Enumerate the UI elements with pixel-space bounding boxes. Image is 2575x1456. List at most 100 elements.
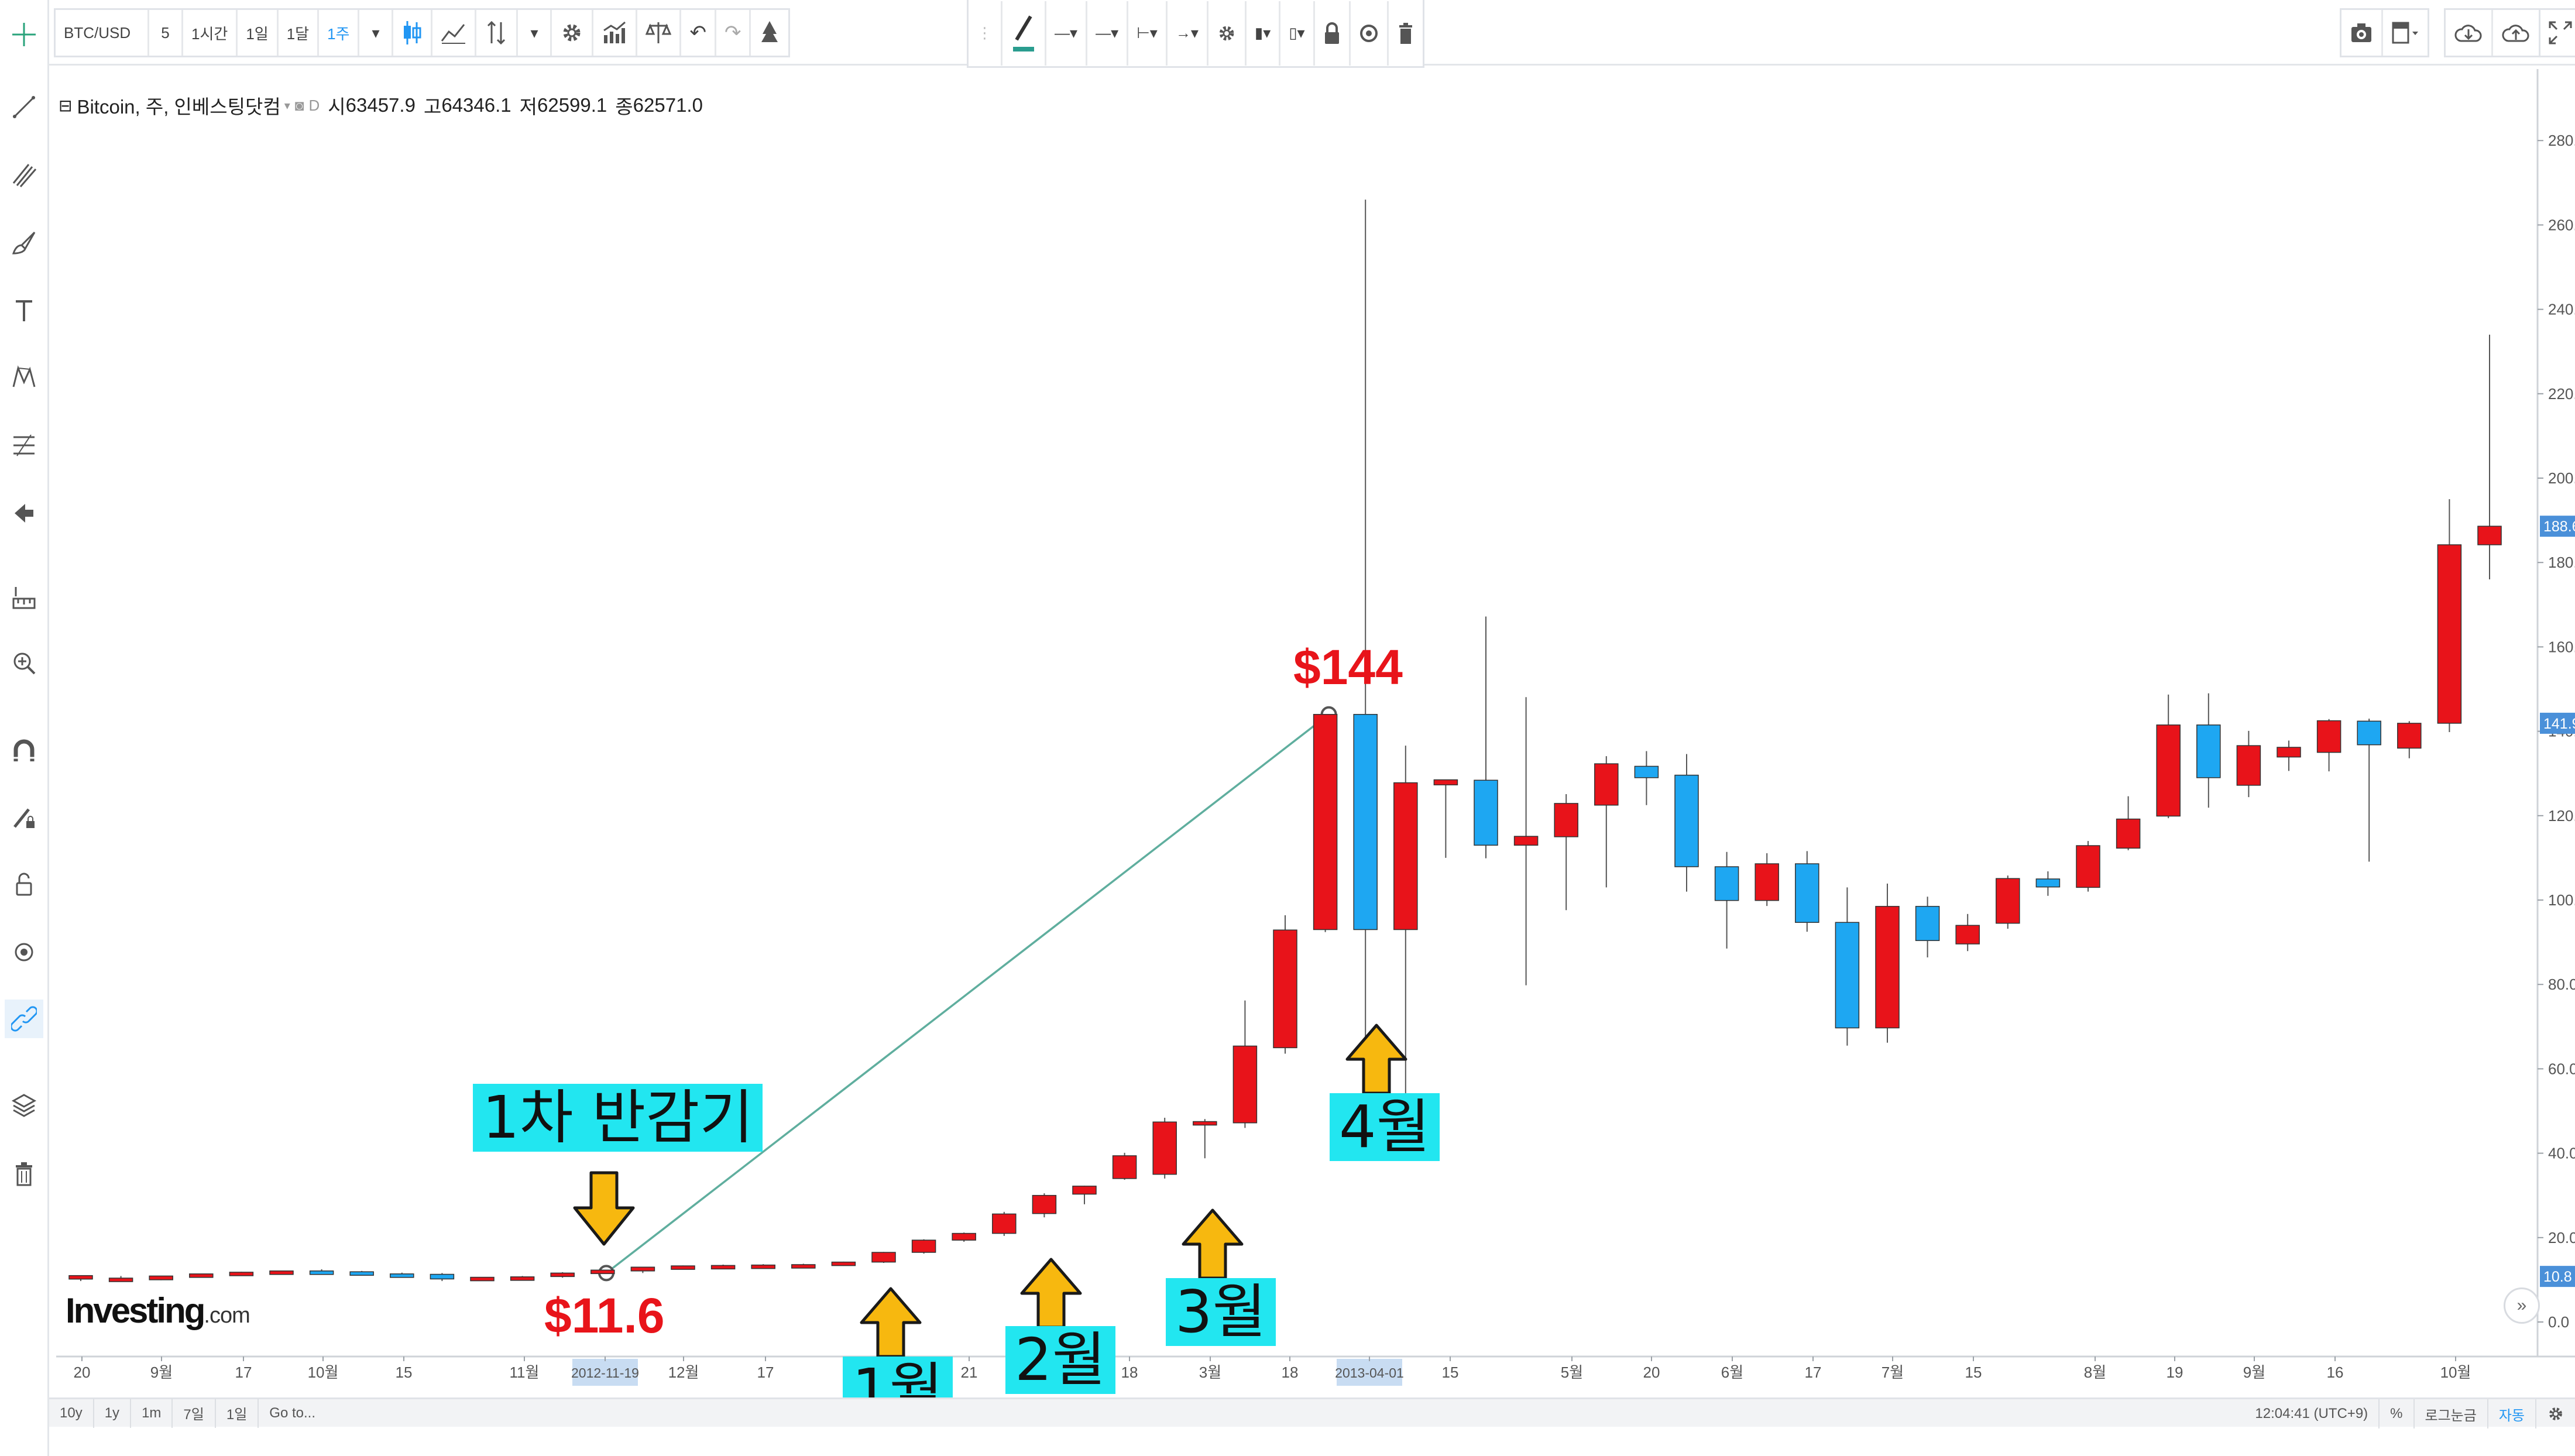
range-1m[interactable]: 1m bbox=[131, 1398, 173, 1428]
line-style-icon[interactable]: —▾ bbox=[1087, 1, 1129, 66]
candle[interactable] bbox=[2437, 499, 2462, 733]
candle[interactable] bbox=[1875, 883, 1900, 1043]
drawing-delete-icon[interactable] bbox=[1389, 1, 1423, 66]
candle[interactable] bbox=[68, 1275, 93, 1282]
range-7d[interactable]: 7일 bbox=[173, 1398, 216, 1428]
candle[interactable] bbox=[1594, 756, 1619, 888]
candle[interactable] bbox=[710, 1264, 736, 1270]
visibility-mini-icon[interactable]: D bbox=[308, 96, 320, 114]
crosshair-icon[interactable] bbox=[5, 15, 43, 54]
candle[interactable] bbox=[2397, 721, 2422, 758]
candle[interactable] bbox=[1554, 794, 1578, 911]
candle[interactable] bbox=[149, 1275, 173, 1280]
drawing-settings-icon[interactable] bbox=[1208, 1, 1247, 66]
candle[interactable] bbox=[630, 1266, 655, 1273]
pattern-icon[interactable] bbox=[5, 358, 43, 397]
candle[interactable] bbox=[1996, 875, 2020, 929]
candle[interactable] bbox=[1353, 200, 1378, 1094]
candle[interactable] bbox=[1915, 897, 1940, 958]
lock-icon[interactable] bbox=[5, 865, 43, 904]
candle[interactable] bbox=[2076, 841, 2100, 892]
magnet-icon[interactable] bbox=[5, 732, 43, 770]
candle[interactable] bbox=[952, 1232, 976, 1242]
link-icon[interactable] bbox=[5, 1000, 43, 1038]
dropdown-arrow-icon[interactable]: ▾ bbox=[284, 99, 290, 112]
candle[interactable] bbox=[831, 1261, 856, 1266]
candle[interactable] bbox=[1474, 616, 1498, 859]
candle[interactable] bbox=[550, 1272, 575, 1278]
trendline-icon[interactable] bbox=[5, 88, 43, 126]
drawing-lock-icon[interactable] bbox=[1315, 1, 1351, 66]
percent-scale-toggle[interactable]: % bbox=[2380, 1399, 2415, 1428]
clone-dropdown-icon[interactable]: ▯▾ bbox=[1280, 1, 1315, 66]
chart-settings-gear-icon[interactable] bbox=[2536, 1399, 2575, 1428]
cloud-download-icon[interactable] bbox=[2446, 10, 2493, 56]
template-dropdown-icon[interactable]: ▮▾ bbox=[1247, 1, 1281, 66]
line-chart-icon[interactable] bbox=[432, 10, 477, 56]
candle[interactable] bbox=[510, 1276, 535, 1281]
candle[interactable] bbox=[1674, 754, 1699, 892]
trendline[interactable] bbox=[605, 713, 1330, 1274]
candle[interactable] bbox=[2116, 796, 2141, 850]
candle[interactable] bbox=[2477, 334, 2502, 580]
camera-icon[interactable] bbox=[2341, 10, 2383, 56]
candle[interactable] bbox=[1072, 1186, 1097, 1204]
candle[interactable] bbox=[1393, 746, 1418, 1111]
candle[interactable] bbox=[992, 1211, 1017, 1236]
clock-timezone[interactable]: 12:04:41 (UTC+9) bbox=[2244, 1399, 2380, 1428]
text-icon[interactable] bbox=[5, 291, 43, 330]
candle[interactable] bbox=[2316, 719, 2341, 772]
indicators-icon[interactable] bbox=[593, 10, 638, 56]
candle[interactable] bbox=[1313, 714, 1338, 932]
drag-handle-icon[interactable]: ⋮ bbox=[969, 1, 1002, 66]
scale-balance-icon[interactable] bbox=[637, 10, 682, 56]
candle[interactable] bbox=[1955, 914, 1980, 952]
candle[interactable] bbox=[309, 1269, 334, 1275]
candle[interactable] bbox=[1513, 697, 1539, 985]
candle[interactable] bbox=[1152, 1118, 1177, 1179]
template-icon[interactable] bbox=[2383, 10, 2428, 56]
candle[interactable] bbox=[1634, 751, 1659, 805]
candle[interactable] bbox=[390, 1272, 414, 1278]
candle[interactable] bbox=[1433, 779, 1458, 858]
settings-mini-icon[interactable]: ◙ bbox=[294, 96, 304, 114]
zoom-in-icon[interactable] bbox=[5, 644, 43, 682]
undo-icon[interactable]: ↶ bbox=[681, 10, 716, 56]
candle[interactable] bbox=[590, 1269, 615, 1275]
candle[interactable] bbox=[189, 1273, 214, 1278]
fullscreen-icon[interactable] bbox=[2540, 10, 2575, 56]
line-end-icon[interactable]: →▾ bbox=[1168, 1, 1208, 66]
line-color-icon[interactable] bbox=[1002, 1, 1046, 66]
candle[interactable] bbox=[2236, 730, 2261, 798]
back-arrow-icon[interactable] bbox=[5, 494, 43, 533]
candle[interactable] bbox=[1032, 1193, 1057, 1218]
candle[interactable] bbox=[2035, 871, 2061, 896]
interval-dropdown-icon[interactable]: ▾ bbox=[359, 10, 394, 56]
scroll-to-realtime-button[interactable]: » bbox=[2504, 1287, 2540, 1324]
interval-5[interactable]: 5 bbox=[149, 10, 183, 56]
brush-icon[interactable] bbox=[5, 224, 43, 262]
candle[interactable] bbox=[470, 1276, 495, 1282]
candle[interactable] bbox=[1795, 851, 1819, 932]
log-scale-toggle[interactable]: 로그눈금 bbox=[2415, 1399, 2488, 1428]
candle[interactable] bbox=[269, 1270, 294, 1275]
candle[interactable] bbox=[2277, 740, 2301, 771]
line-width-icon[interactable]: —▾ bbox=[1046, 1, 1088, 66]
collapse-icon[interactable]: ⊟ bbox=[59, 96, 73, 115]
settings-gear-icon[interactable] bbox=[552, 10, 594, 56]
candle[interactable] bbox=[1714, 851, 1739, 949]
measure-icon[interactable] bbox=[5, 578, 43, 617]
candle[interactable] bbox=[2196, 693, 2221, 808]
eye-icon[interactable] bbox=[5, 933, 43, 971]
symbol-search[interactable]: BTC/USD bbox=[56, 10, 149, 56]
candle[interactable] bbox=[1232, 1000, 1258, 1128]
layers-icon[interactable] bbox=[5, 1086, 43, 1125]
candle[interactable] bbox=[911, 1239, 936, 1254]
pencil-lock-icon[interactable] bbox=[5, 798, 43, 837]
cloud-upload-icon[interactable] bbox=[2493, 10, 2539, 56]
interval-1w[interactable]: 1주 bbox=[319, 10, 360, 56]
interval-1d[interactable]: 1일 bbox=[238, 10, 279, 56]
candle[interactable] bbox=[229, 1272, 254, 1276]
fib-icon[interactable] bbox=[5, 426, 43, 465]
